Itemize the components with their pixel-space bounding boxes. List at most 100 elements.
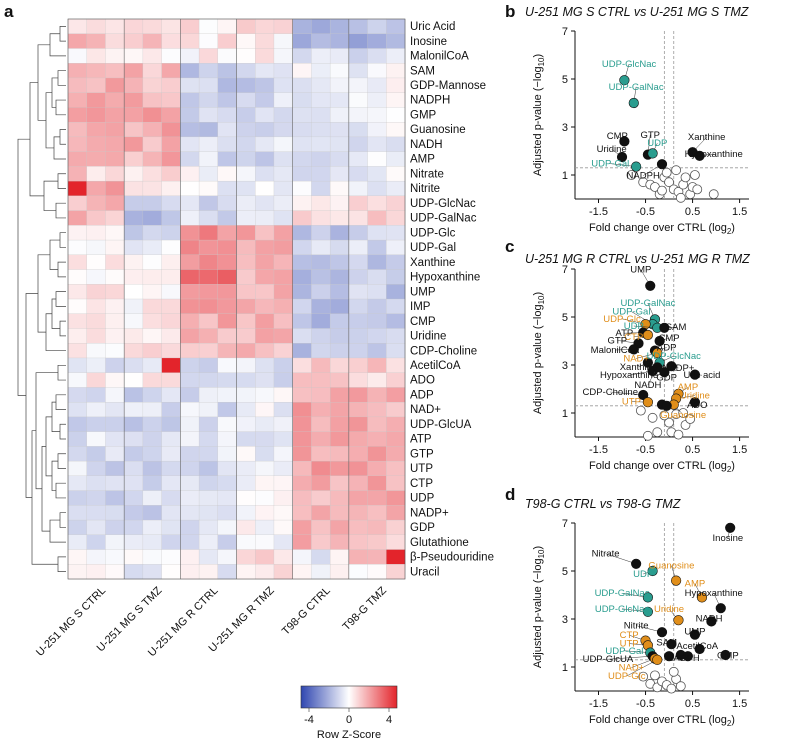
- heatmap-cell: [217, 460, 237, 477]
- heatmap-cell: [329, 446, 350, 462]
- data-point: [675, 649, 686, 661]
- heatmap-cell: [329, 313, 350, 329]
- heatmap-cell: [236, 402, 256, 418]
- heatmap-cell: [86, 284, 106, 300]
- point-label: UDP-Gal: [612, 307, 650, 318]
- heatmap-cell: [273, 18, 294, 35]
- heatmap-cell: [292, 122, 312, 138]
- heatmap-cell: [367, 343, 387, 359]
- point-label: GDP: [656, 373, 677, 384]
- heatmap-cell: [86, 313, 106, 329]
- heatmap-cell: [367, 107, 387, 123]
- row-label: NADP+: [410, 507, 449, 519]
- heatmap-cell: [386, 195, 406, 212]
- heatmap-cell: [142, 475, 163, 492]
- heatmap-cell: [236, 107, 256, 123]
- heatmap-cell: [292, 33, 312, 49]
- heatmap-cell: [386, 151, 406, 167]
- dendrogram-branch: [49, 33, 66, 57]
- heatmap-cell: [311, 151, 331, 167]
- heatmap-cell: [273, 210, 294, 226]
- row-label: UDP-GalNac: [410, 213, 477, 225]
- heatmap-cell: [386, 519, 406, 536]
- heatmap-cell: [367, 48, 387, 64]
- y-tick-label: 1: [562, 662, 568, 674]
- row-label: Hypoxanthine: [410, 272, 480, 284]
- heatmap-cell: [273, 225, 294, 241]
- heatmap-cell: [367, 136, 387, 153]
- point-label: GMP: [717, 651, 739, 662]
- heatmap-cell: [198, 313, 219, 329]
- point-label: CDP-Choline: [583, 387, 638, 398]
- heatmap-cell: [198, 549, 219, 565]
- heatmap-cell: [386, 343, 406, 359]
- row-label: ATP: [410, 434, 432, 446]
- nonsignificant-point: [626, 170, 637, 180]
- heatmap-cell: [86, 431, 106, 447]
- heatmap-cell: [311, 195, 331, 212]
- heatmap-cell: [142, 166, 163, 182]
- dendrogram-branch: [37, 44, 50, 121]
- heatmap-cell: [348, 180, 369, 197]
- heatmap-cell: [329, 18, 350, 35]
- heatmap-cell: [329, 166, 350, 182]
- point-label: MalonilCoA: [591, 345, 640, 356]
- heatmap-cell: [255, 372, 275, 388]
- heatmap-cell: [86, 166, 106, 182]
- heatmap-cell: [67, 151, 88, 167]
- heatmap-cell: [292, 372, 312, 388]
- heatmap-cell: [198, 475, 219, 492]
- point-label: Uridine: [654, 604, 684, 615]
- panel-label-b: b: [505, 2, 515, 21]
- heatmap-cell: [255, 195, 275, 212]
- point-label: Nitrate: [592, 549, 620, 560]
- x-axis-label-main: Fold change over CTRL (log: [589, 714, 727, 726]
- heatmap-cell: [311, 505, 331, 521]
- data-point: [661, 400, 672, 411]
- heatmap-cell: [105, 107, 125, 123]
- point-label: AcetilCoA: [676, 641, 718, 652]
- x-tick-label: -1.5: [589, 444, 608, 456]
- heatmap-cell: [124, 77, 144, 94]
- heatmap-cell: [180, 416, 200, 433]
- heatmap-cell: [292, 416, 312, 433]
- heatmap-cell: [180, 77, 200, 94]
- heatmap-cell: [255, 534, 275, 550]
- heatmap-cell: [180, 269, 200, 285]
- heatmap-cell: [142, 210, 163, 226]
- dendrogram-branch: [59, 26, 66, 42]
- dendrogram-branch: [37, 254, 50, 333]
- heatmap-cell: [198, 33, 219, 49]
- heatmap-cell: [124, 210, 144, 226]
- point-label: Hypoxanthine: [685, 588, 743, 599]
- heatmap-cell: [161, 372, 181, 388]
- point-label: CTP: [620, 630, 639, 641]
- x-axis-label: Fold change over CTRL (log2): [589, 222, 735, 236]
- heatmap-cell: [255, 357, 275, 374]
- heatmap-cell: [180, 254, 200, 270]
- heatmap-cell: [255, 475, 275, 492]
- data-point: [706, 616, 717, 627]
- heatmap-cell: [198, 505, 219, 521]
- heatmap-cell: [273, 343, 294, 359]
- plot-title: U-251 MG R CTRL vs U-251 MG R TMZ: [525, 252, 750, 266]
- dendrogram-branch: [57, 364, 66, 381]
- heatmap-cell: [105, 328, 125, 344]
- heatmap-cell: [161, 195, 181, 212]
- heatmap-cell: [86, 122, 106, 138]
- heatmap-cell: [273, 402, 294, 418]
- heatmap-cell: [367, 122, 387, 138]
- column-label: T98-G TMZ: [341, 584, 390, 633]
- heatmap-cell: [67, 92, 88, 108]
- row-label: NAD+: [410, 404, 441, 416]
- heatmap-cell: [311, 372, 331, 388]
- row-label: Uridine: [410, 331, 446, 343]
- heatmap-cell: [348, 564, 369, 580]
- heatmap-cell: [217, 254, 237, 270]
- x-axis-label-end: ): [731, 222, 735, 234]
- x-tick-label: -1.5: [589, 698, 608, 710]
- heatmap-cell: [198, 490, 219, 506]
- heatmap-cell: [311, 490, 331, 506]
- heatmap-cell: [367, 357, 387, 374]
- heatmap-cell: [198, 107, 219, 123]
